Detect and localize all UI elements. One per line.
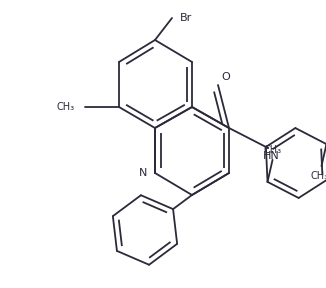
Text: N: N [139, 168, 147, 178]
Text: Br: Br [180, 13, 192, 23]
Text: CH₃: CH₃ [263, 145, 282, 155]
Text: O: O [221, 72, 230, 82]
Text: HN: HN [263, 151, 280, 161]
Text: CH₃: CH₃ [57, 102, 75, 112]
Text: CH₃: CH₃ [310, 171, 326, 181]
